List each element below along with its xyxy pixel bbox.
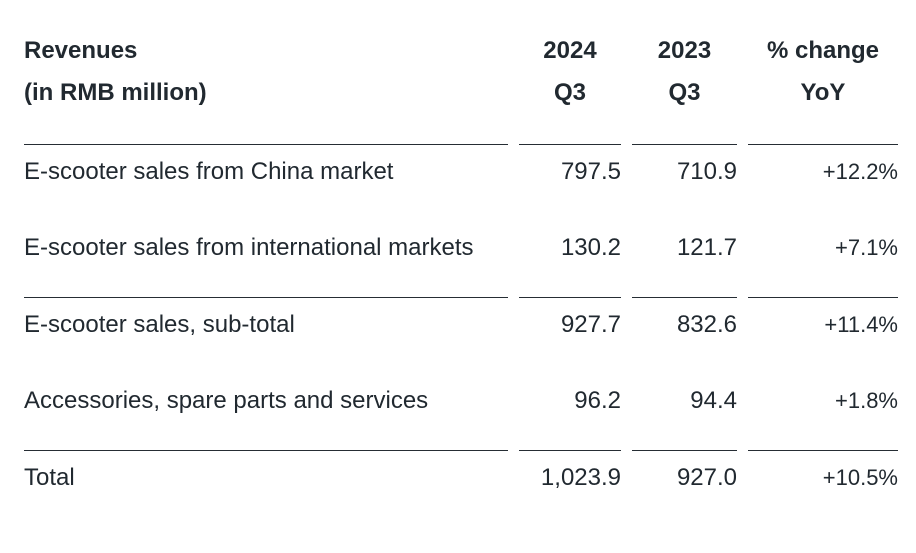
header-2023-q3: 2023 Q3 [632, 30, 737, 145]
table-row: E-scooter sales from China market 797.5 … [24, 145, 898, 221]
value-yoy-change: +12.2% [822, 159, 898, 184]
header-revenues-line1: Revenues [24, 37, 138, 64]
revenue-table-page: Revenues (in RMB million) 2024 Q3 2023 Q… [13, 30, 909, 512]
value-2023q3: 832.6 [632, 297, 737, 374]
header-change-line2: YoY [800, 79, 846, 106]
value-yoy-change: +7.1% [835, 235, 898, 260]
value-2024q3: 797.5 [560, 158, 621, 185]
value-yoy-change: +10.5% [748, 450, 898, 512]
header-2023-line2: Q3 [668, 79, 701, 106]
header-change-yoy: % change YoY [748, 30, 898, 145]
table-row-total: Total 1,023.9 927.0 +10.5% [24, 450, 898, 512]
table-row: E-scooter sales from international marke… [24, 221, 898, 297]
table-row: Accessories, spare parts and services 96… [24, 374, 898, 450]
header-2023-line1: 2023 [657, 37, 712, 64]
header-change-line1: % change [766, 37, 880, 64]
header-row: Revenues (in RMB million) 2024 Q3 2023 Q… [24, 30, 898, 145]
table-header: Revenues (in RMB million) 2024 Q3 2023 Q… [24, 30, 898, 145]
header-2024-q3: 2024 Q3 [519, 30, 621, 145]
row-label: Accessories, spare parts and services [24, 387, 429, 414]
table-body: E-scooter sales from China market 797.5 … [24, 145, 898, 512]
header-revenues-line2: (in RMB million) [24, 79, 207, 106]
value-2024q3: 96.2 [574, 387, 621, 414]
value-2023q3: 121.7 [676, 234, 737, 261]
value-2023q3: 94.4 [690, 387, 737, 414]
value-2023q3: 710.9 [676, 158, 737, 185]
row-label: E-scooter sales from China market [24, 158, 394, 185]
value-2024q3: 927.7 [519, 297, 621, 374]
value-yoy-change: +11.4% [748, 297, 898, 374]
value-yoy-change: +1.8% [835, 388, 898, 413]
header-revenues: Revenues (in RMB million) [24, 30, 508, 145]
value-2024q3: 1,023.9 [519, 450, 621, 512]
row-label: E-scooter sales, sub-total [24, 297, 508, 374]
revenues-table: Revenues (in RMB million) 2024 Q3 2023 Q… [13, 30, 909, 512]
row-label: Total [24, 450, 508, 512]
header-2024-line1: 2024 [543, 37, 597, 64]
value-2024q3: 130.2 [560, 234, 621, 261]
value-2023q3: 927.0 [632, 450, 737, 512]
header-2024-line2: Q3 [553, 79, 586, 106]
row-label: E-scooter sales from international marke… [24, 234, 474, 261]
table-row-subtotal: E-scooter sales, sub-total 927.7 832.6 +… [24, 297, 898, 374]
